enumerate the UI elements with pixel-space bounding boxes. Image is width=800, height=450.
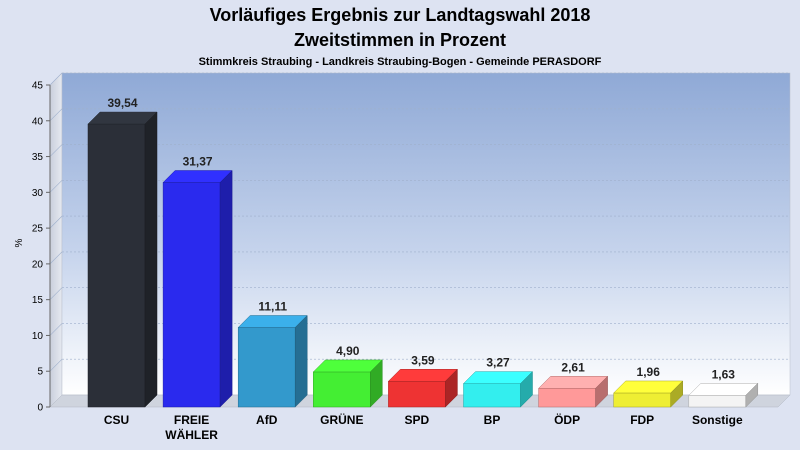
y-tick-label: 45 xyxy=(32,81,44,92)
chart-title: Vorläufiges Ergebnis zur Landtagswahl 20… xyxy=(210,5,591,25)
y-tick-label: 40 xyxy=(32,116,44,127)
bar-value-label: 1,96 xyxy=(637,365,661,379)
bar-front xyxy=(463,383,521,408)
bar-side xyxy=(370,359,383,408)
bar-value-label: 1,63 xyxy=(712,367,736,381)
y-tick-label: 10 xyxy=(32,331,44,342)
category-label: AfD xyxy=(256,413,278,427)
bar-front xyxy=(87,123,146,408)
bar-value-label: 11,11 xyxy=(258,300,287,314)
y-tick-label: 25 xyxy=(32,224,44,235)
bar xyxy=(87,111,158,408)
bar xyxy=(613,380,684,408)
bar-value-label: 3,59 xyxy=(411,353,435,367)
y-tick-label: 15 xyxy=(32,295,44,306)
bar-front xyxy=(162,182,221,408)
category-label: ÖDP xyxy=(554,412,580,427)
y-axis-label: % xyxy=(14,238,25,247)
bar-front xyxy=(613,392,671,408)
bar xyxy=(688,382,759,408)
category-label: FREIE xyxy=(174,413,209,427)
grid-line-side xyxy=(49,180,63,193)
bar xyxy=(537,375,609,408)
bar-front xyxy=(313,371,371,408)
bar xyxy=(312,359,383,408)
bar-side xyxy=(294,314,308,408)
grid-line-side xyxy=(49,72,63,86)
category-label: BP xyxy=(484,413,501,427)
category-label: FDP xyxy=(630,413,654,427)
bar-side xyxy=(745,382,759,408)
bar-value-label: 2,61 xyxy=(561,360,585,374)
value-labels: 39,54 31,37 11,11 4,90 3,59 3,27 2,61 1,96 1,63 xyxy=(107,96,735,381)
bar-front xyxy=(538,388,596,408)
y-tick-label: 0 xyxy=(37,403,43,414)
y-tick-label: 35 xyxy=(32,152,44,163)
y-tick-label: 30 xyxy=(32,188,44,199)
chart-subtitle: Stimmkreis Straubing - Landkreis Straubi… xyxy=(199,56,602,68)
y-tick-label: 20 xyxy=(32,259,44,270)
bar xyxy=(237,314,308,408)
bar-value-label: 31,37 xyxy=(183,155,213,169)
bar-front xyxy=(688,395,747,408)
bar-front xyxy=(237,327,296,408)
y-axis-ticks: 0 5 10 15 20 25 30 35 40 45 xyxy=(32,81,50,414)
bar-value-label: 39,54 xyxy=(107,96,137,110)
bar-side xyxy=(670,380,683,408)
bar-value-label: 4,90 xyxy=(336,344,360,358)
bar-side xyxy=(144,111,158,408)
chart-title-line2: Zweitstimmen in Prozent xyxy=(294,30,506,50)
y-tick-label: 5 xyxy=(37,367,43,378)
category-label: Sonstige xyxy=(692,413,743,427)
bars xyxy=(87,111,759,408)
category-label: CSU xyxy=(104,413,129,427)
bar-side xyxy=(595,375,608,408)
bar-side xyxy=(520,370,533,408)
grid-line-side xyxy=(49,251,63,265)
category-label: WÄHLER xyxy=(165,427,218,442)
grid-line-side xyxy=(49,287,63,300)
bar xyxy=(162,169,233,408)
bar xyxy=(462,370,534,408)
grid-line-side xyxy=(49,215,63,229)
category-label: SPD xyxy=(405,413,430,427)
grid-line-side xyxy=(49,108,63,121)
grid-line-side xyxy=(49,359,63,372)
bar-value-label: 3,27 xyxy=(486,356,510,370)
grid-line-side xyxy=(49,323,63,336)
bar-side xyxy=(445,368,458,408)
bar-front xyxy=(388,381,446,408)
category-label: GRÜNE xyxy=(320,412,363,427)
plot-side-wall xyxy=(49,72,63,408)
grid-line-side xyxy=(49,144,63,157)
bar xyxy=(387,368,459,408)
bar-side xyxy=(219,169,233,408)
